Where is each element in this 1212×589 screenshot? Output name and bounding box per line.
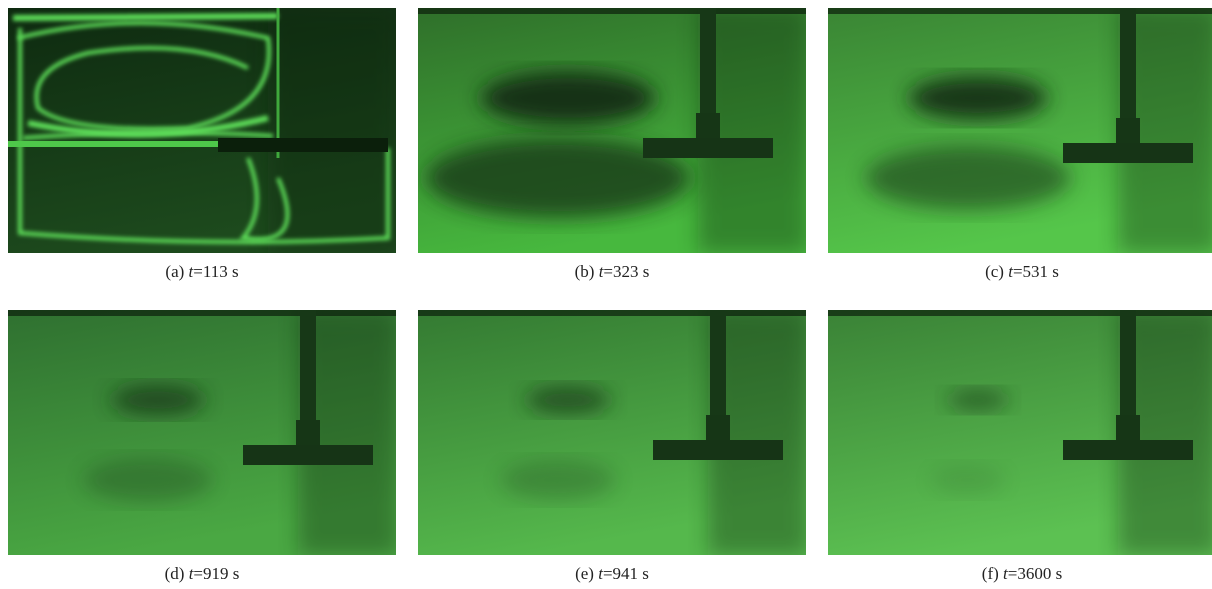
impeller <box>243 445 373 465</box>
eddy <box>83 458 213 502</box>
eddy <box>930 465 1006 495</box>
photo <box>418 8 806 253</box>
hub <box>296 420 320 445</box>
photo <box>418 310 806 555</box>
eddy <box>501 460 616 500</box>
eddy <box>526 386 611 415</box>
impeller <box>1063 143 1193 163</box>
caption-rest: =919 s <box>193 564 239 583</box>
impeller <box>1063 440 1193 460</box>
caption-rest: =113 s <box>193 262 238 281</box>
impeller <box>653 440 783 460</box>
caption: (b) t=323 s <box>418 262 806 282</box>
photo <box>8 8 396 253</box>
caption: (d) t=919 s <box>8 564 396 584</box>
photo <box>828 8 1212 253</box>
panel: (b) t=323 s <box>418 8 806 253</box>
hub <box>706 415 730 440</box>
rim <box>418 310 806 316</box>
hub <box>1116 415 1140 440</box>
caption-letter: (d) <box>165 564 185 583</box>
caption-letter: (a) <box>165 262 184 281</box>
rim <box>828 310 1212 316</box>
eddy <box>866 146 1071 210</box>
caption-letter: (e) <box>575 564 594 583</box>
rim <box>418 8 806 14</box>
photo <box>828 310 1212 555</box>
panel: (a) t=113 s <box>8 8 396 253</box>
caption-rest: =941 s <box>603 564 649 583</box>
photo <box>8 310 396 555</box>
caption: (f) t=3600 s <box>828 564 1212 584</box>
caption-letter: (c) <box>985 262 1004 281</box>
caption: (e) t=941 s <box>418 564 806 584</box>
rim <box>8 310 396 316</box>
impeller <box>218 138 388 152</box>
hub <box>696 113 720 138</box>
panel: (e) t=941 s <box>418 310 806 555</box>
eddy <box>947 389 1009 411</box>
caption-letter: (b) <box>575 262 595 281</box>
caption-letter: (f) <box>982 564 999 583</box>
impeller <box>643 138 773 158</box>
eddy <box>111 385 205 416</box>
caption: (c) t=531 s <box>828 262 1212 282</box>
panel: (d) t=919 s <box>8 310 396 555</box>
caption-rest: =323 s <box>603 262 649 281</box>
panel: (c) t=531 s <box>828 8 1212 253</box>
caption-rest: =3600 s <box>1008 564 1062 583</box>
eddy <box>909 76 1048 120</box>
hub <box>1116 118 1140 143</box>
caption: (a) t=113 s <box>8 262 396 282</box>
eddy <box>481 71 656 125</box>
figure: (a) t=113 s(b) t=323 s(c) t=531 s(d) t=9… <box>0 0 1212 589</box>
caption-rest: =531 s <box>1013 262 1059 281</box>
panel: (f) t=3600 s <box>828 310 1212 555</box>
rim <box>828 8 1212 14</box>
